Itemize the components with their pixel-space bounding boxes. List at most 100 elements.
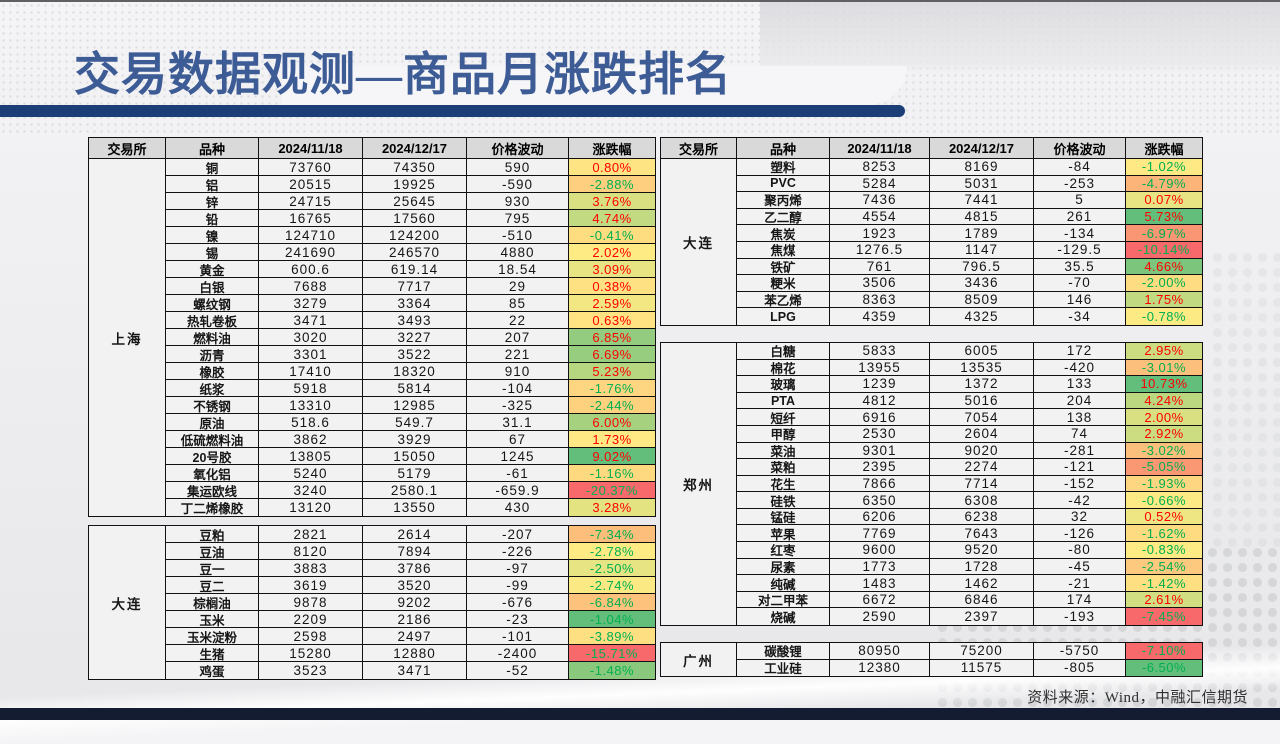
price-start-cell: 761: [830, 258, 930, 276]
price-end-cell: 3786: [363, 560, 467, 577]
price-end-cell: 13550: [363, 499, 467, 516]
pct-change-cell: 5.23%: [569, 363, 655, 380]
price-change-cell: 172: [1034, 342, 1126, 360]
price-start-cell: 4359: [830, 308, 930, 325]
price-change-cell: 261: [1034, 208, 1126, 226]
price-start-cell: 2821: [259, 526, 363, 543]
pct-change-cell: -6.97%: [1126, 225, 1202, 242]
variety-cell: 焦炭: [737, 225, 830, 242]
commodity-table-right: 交易所 品种 2024/11/18 2024/12/17 价格波动 涨跌幅 大连 塑料 8253…: [660, 137, 1203, 678]
pct-change-cell: -10.14%: [1126, 241, 1202, 259]
col-header-pct-change: 涨跌幅: [592, 141, 632, 157]
price-end-cell: 1789: [930, 225, 1034, 242]
price-start-cell: 20515: [259, 176, 363, 193]
variety-cell: 短纤: [737, 409, 830, 426]
col-header-pct-change: 涨跌幅: [1144, 141, 1184, 157]
price-change-cell: 4880: [467, 244, 569, 261]
price-change-cell: 590: [467, 159, 569, 176]
variety-cell: 20号胶: [166, 448, 259, 465]
decorative-header-swoosh: [282, 66, 907, 105]
price-change-cell: -97: [467, 560, 569, 577]
col-header-exchange: 交易所: [661, 138, 737, 158]
price-change-cell: -52: [467, 662, 569, 679]
variety-cell: 苯乙烯: [737, 291, 830, 309]
price-change-cell: -80: [1034, 542, 1126, 559]
price-change-cell: -5750: [1034, 643, 1126, 660]
price-start-cell: 4554: [830, 208, 930, 226]
price-change-cell: -34: [1034, 308, 1126, 325]
price-change-cell: -70: [1034, 275, 1126, 292]
pct-change-cell: 6.00%: [569, 414, 655, 431]
pct-change-cell: 0.52%: [1126, 508, 1202, 526]
exchange-section: 上海铜 73760 74350 590 0.80% 铝 20515 19925 -590 -2.8…: [88, 158, 656, 517]
variety-cell: PVC: [737, 175, 830, 193]
pct-change-cell: -2.74%: [569, 577, 655, 594]
variety-cell: 纯碱: [737, 575, 830, 592]
price-end-cell: 11575: [930, 659, 1034, 677]
price-change-cell: -134: [1034, 225, 1126, 242]
variety-cell: 聚丙烯: [737, 192, 830, 209]
price-end-cell: 124200: [363, 227, 467, 244]
price-start-cell: 1239: [830, 376, 930, 393]
table-header-row: 交易所 品种 2024/11/18 2024/12/17 价格波动 涨跌幅: [88, 137, 656, 158]
price-start-cell: 80950: [830, 643, 930, 660]
price-start-cell: 3619: [259, 577, 363, 594]
price-end-cell: 2274: [930, 459, 1034, 476]
price-start-cell: 5240: [259, 465, 363, 482]
price-end-cell: 7714: [930, 475, 1034, 493]
pct-change-cell: 4.74%: [569, 210, 655, 227]
variety-cell: 铅: [166, 210, 259, 227]
pct-change-cell: 2.59%: [569, 295, 655, 312]
pct-change-cell: 4.24%: [1126, 392, 1202, 410]
price-start-cell: 9878: [259, 594, 363, 611]
price-start-cell: 12380: [830, 659, 930, 677]
variety-cell: 甲醇: [737, 425, 830, 443]
pct-change-cell: -1.76%: [569, 380, 655, 397]
pct-change-cell: -1.48%: [569, 662, 655, 679]
pct-change-cell: -2.00%: [1126, 275, 1202, 292]
price-start-cell: 5918: [259, 380, 363, 397]
price-change-cell: 22: [467, 312, 569, 329]
price-change-cell: 31.1: [467, 414, 569, 431]
price-start-cell: 3471: [259, 312, 363, 329]
price-end-cell: 3522: [363, 346, 467, 363]
price-end-cell: 12880: [363, 645, 467, 662]
pct-change-cell: 1.73%: [569, 431, 655, 448]
pct-change-cell: 3.28%: [569, 499, 655, 516]
price-end-cell: 6238: [930, 508, 1034, 526]
price-end-cell: 1728: [930, 558, 1034, 576]
price-end-cell: 13535: [930, 359, 1034, 377]
price-end-cell: 3364: [363, 295, 467, 312]
price-start-cell: 3862: [259, 431, 363, 448]
pct-change-cell: 0.63%: [569, 312, 655, 329]
price-end-cell: 3436: [930, 275, 1034, 292]
variety-cell: 铝: [166, 176, 259, 193]
exchange-label: 大连: [89, 526, 166, 679]
price-change-cell: 74: [1034, 425, 1126, 443]
price-end-cell: 8509: [930, 291, 1034, 309]
pct-change-cell: -7.34%: [569, 526, 655, 543]
price-start-cell: 3883: [259, 560, 363, 577]
price-start-cell: 1923: [830, 225, 930, 242]
pct-change-cell: -2.50%: [569, 560, 655, 577]
price-end-cell: 2186: [363, 611, 467, 628]
variety-cell: 玉米淀粉: [166, 628, 259, 645]
price-start-cell: 3301: [259, 346, 363, 363]
price-start-cell: 5284: [830, 175, 930, 193]
variety-cell: 烧碱: [737, 608, 830, 625]
variety-cell: 纸浆: [166, 380, 259, 397]
price-change-cell: -126: [1034, 525, 1126, 543]
price-start-cell: 6916: [830, 409, 930, 426]
price-end-cell: 6308: [930, 492, 1034, 509]
price-change-cell: -676: [467, 594, 569, 611]
pct-change-cell: -6.84%: [569, 594, 655, 611]
price-start-cell: 13805: [259, 448, 363, 465]
price-change-cell: -101: [467, 628, 569, 645]
pct-change-cell: -0.66%: [1126, 492, 1202, 509]
price-change-cell: 35.5: [1034, 258, 1126, 276]
price-start-cell: 7688: [259, 278, 363, 295]
variety-cell: 不锈钢: [166, 397, 259, 414]
variety-cell: LPG: [737, 308, 830, 325]
price-change-cell: 138: [1034, 409, 1126, 426]
col-header-date-start: 2024/11/18: [830, 138, 930, 158]
